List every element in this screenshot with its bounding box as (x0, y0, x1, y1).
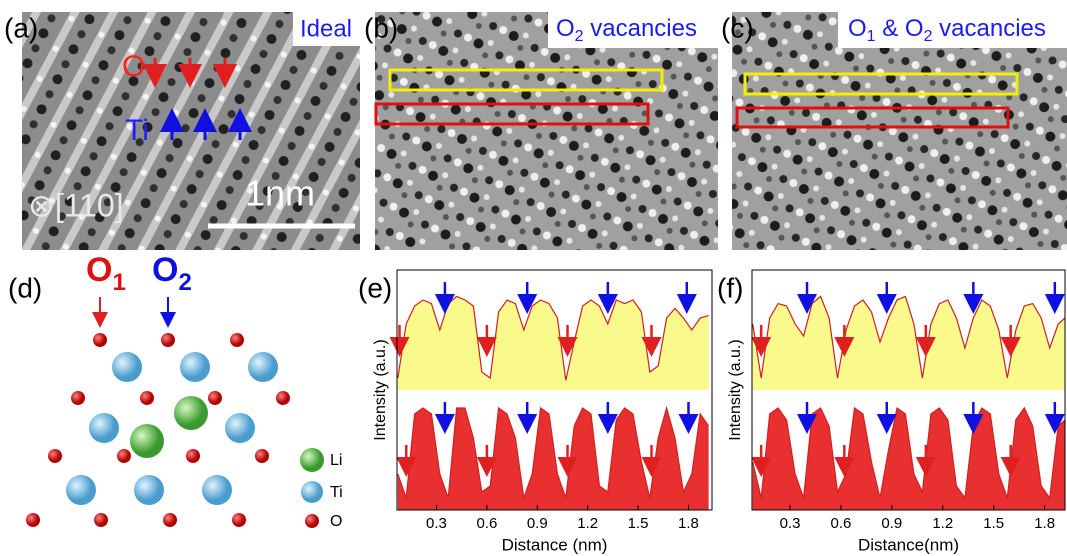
li-atom (174, 396, 208, 430)
y-axis-label: Intensity (a.u.) (372, 339, 389, 440)
caption-part: O (848, 15, 867, 42)
o-atom (230, 333, 244, 347)
caption-part: vacancies (584, 15, 697, 42)
o-atom (232, 513, 246, 527)
x-axis-label: Distance (nm) (502, 535, 608, 554)
o-atom (276, 391, 290, 405)
x-tick-label: 0.6 (476, 515, 497, 532)
panel-label: (f) (717, 272, 743, 303)
x-tick-label: 0.9 (881, 515, 902, 532)
o-atom (161, 333, 175, 347)
area-fill (753, 408, 1065, 510)
scale-label: 1nm (245, 173, 315, 214)
page: {"panels": { "a": {"label": "(a)", "capt… (0, 0, 1067, 556)
zone-axis: ⊗[110] (28, 187, 124, 223)
o-atom (94, 513, 108, 527)
site-main: O (152, 251, 178, 289)
x-tick-label: 1.2 (577, 515, 598, 532)
x-tick-label: 1.5 (983, 515, 1004, 532)
o-atom (48, 449, 62, 463)
o-atom (93, 333, 107, 347)
site-main: O (86, 251, 112, 289)
site-sub: 2 (178, 269, 191, 296)
caption-sub: 2 (575, 28, 584, 45)
caption-part: vacancies (933, 15, 1046, 42)
o-atom (26, 513, 40, 527)
caption: O1 & O2 vacancies (848, 15, 1046, 45)
site-label: O2 (152, 251, 192, 296)
ti-atom (180, 352, 210, 382)
o-atom (117, 449, 131, 463)
site-sub: 1 (112, 269, 125, 296)
caption-part: & O (876, 15, 924, 42)
caption-sub: 1 (867, 28, 876, 45)
x-tick-label: 1.8 (1034, 515, 1055, 532)
panel-label: (c) (721, 12, 754, 43)
legend-swatch (305, 514, 319, 528)
ti-atom (202, 475, 232, 505)
x-axis-label: Distance(nm) (858, 535, 959, 554)
ti-atom (112, 352, 142, 382)
atom-label: Ti (125, 114, 149, 147)
legend-label: Ti (330, 484, 343, 501)
legend-swatch (300, 448, 324, 472)
li-atom (130, 424, 164, 458)
panel-label: (d) (8, 272, 42, 303)
panel-label: (b) (364, 12, 398, 43)
structure (26, 333, 290, 527)
legend-label: Li (330, 452, 342, 469)
x-tick-label: 0.9 (527, 515, 548, 532)
x-tick-label: 0.3 (426, 515, 447, 532)
atom-label: O (122, 50, 145, 83)
o-atom (208, 391, 222, 405)
o-atom (71, 391, 85, 405)
x-tick-label: 1.5 (628, 515, 649, 532)
x-tick-label: 0.6 (831, 515, 852, 532)
ti-atom (134, 475, 164, 505)
caption: Ideal (300, 15, 352, 42)
panel-label: (e) (358, 272, 392, 303)
ti-atom (89, 413, 119, 443)
ti-atom (225, 413, 255, 443)
o-atom (163, 513, 177, 527)
legend-label: O (330, 513, 342, 530)
ti-atom (248, 352, 278, 382)
x-tick-label: 1.2 (932, 515, 953, 532)
caption-part: O (556, 15, 575, 42)
site-label: O1 (86, 251, 126, 296)
o-atom (255, 449, 269, 463)
o-atom (186, 449, 200, 463)
ti-atom (66, 475, 96, 505)
o-atom (140, 391, 154, 405)
x-tick-label: 1.8 (678, 515, 699, 532)
y-axis-label: Intensity (a.u.) (727, 339, 744, 440)
legend-swatch (301, 481, 323, 503)
x-tick-label: 0.3 (780, 515, 801, 532)
caption-sub: 2 (924, 28, 933, 45)
figure: Ideal (a) O Ti ⊗[110] 1nm O2 vacancies (… (0, 0, 1067, 556)
panel-label: (a) (4, 12, 38, 43)
area-fill (753, 296, 1065, 390)
